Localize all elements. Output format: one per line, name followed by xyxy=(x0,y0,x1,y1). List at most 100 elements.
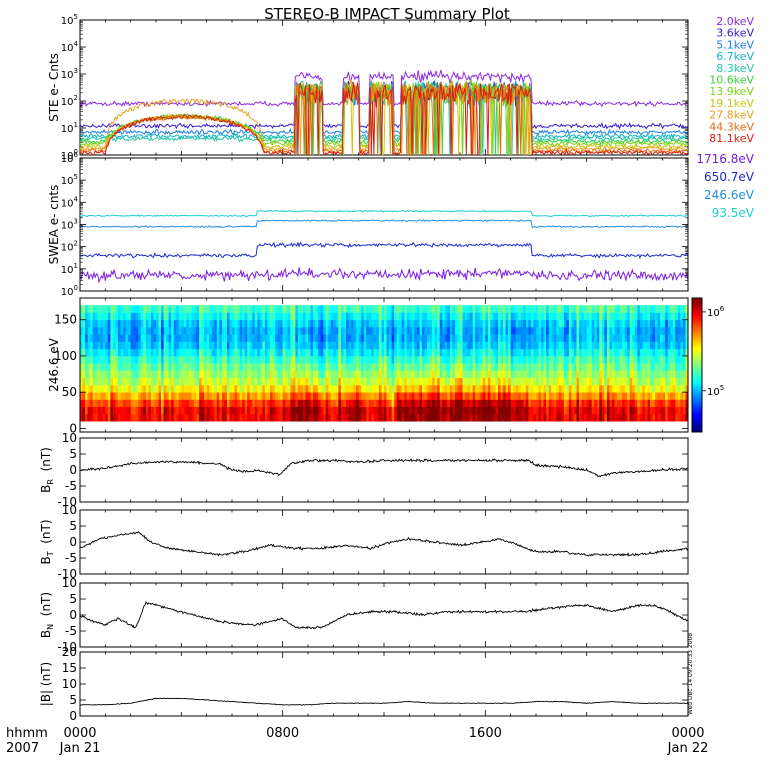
pad-cell xyxy=(239,319,243,328)
pad-cell xyxy=(571,392,575,400)
pad-cell xyxy=(259,406,263,415)
pad-cell xyxy=(384,334,387,342)
pad-cell xyxy=(548,384,552,393)
pad-cell xyxy=(209,370,213,378)
pad-cell xyxy=(584,305,587,313)
pad-cell xyxy=(495,341,499,350)
pad-cell xyxy=(226,406,230,415)
pad-cell xyxy=(328,341,332,350)
pad-cell xyxy=(216,355,220,364)
pad-cell xyxy=(234,327,238,335)
pad-cell xyxy=(85,377,88,386)
pad-cell xyxy=(123,384,126,393)
pad-cell xyxy=(158,319,162,328)
pad-cell xyxy=(356,384,359,393)
pad-cell xyxy=(591,319,595,328)
pad-cell xyxy=(416,399,420,407)
pad-cell xyxy=(310,327,314,335)
pad-cell xyxy=(670,392,674,400)
pad-cell xyxy=(201,334,205,342)
pad-cell xyxy=(434,312,438,321)
pad-cell xyxy=(619,334,623,342)
pad-cell xyxy=(594,399,598,407)
pad-cell xyxy=(591,406,595,415)
pad-cell xyxy=(80,355,83,364)
pad-cell xyxy=(386,406,390,415)
pad-cell xyxy=(254,312,258,321)
pad-cell xyxy=(465,355,468,364)
pad-cell xyxy=(199,370,202,378)
pad-cell xyxy=(594,348,598,357)
pad-cell xyxy=(680,327,684,335)
pad-cell xyxy=(389,392,392,400)
pad-cell xyxy=(340,312,344,321)
pad-cell xyxy=(82,355,86,364)
pad-cell xyxy=(627,406,631,415)
pad-cell xyxy=(563,355,567,364)
pad-cell xyxy=(300,355,304,364)
pad-cell xyxy=(100,348,104,357)
pad-cell xyxy=(652,312,656,321)
pad-cell xyxy=(546,370,549,378)
pad-cell xyxy=(487,334,491,342)
pad-cell xyxy=(650,327,653,335)
pad-cell xyxy=(454,370,458,378)
pad-cell xyxy=(315,305,319,313)
pad-cell xyxy=(465,370,468,378)
pad-cell xyxy=(318,348,321,357)
pad-cell xyxy=(614,370,618,378)
pad-cell xyxy=(282,334,286,342)
pad-cell xyxy=(330,334,334,342)
pad-cell xyxy=(292,334,296,342)
pad-cell xyxy=(158,406,162,415)
pad-cell xyxy=(287,370,291,378)
pad-cell xyxy=(642,334,646,342)
pad-cell xyxy=(201,327,205,335)
pad-cell xyxy=(363,355,367,364)
pad-cell xyxy=(670,399,674,407)
pad-cell xyxy=(655,305,658,313)
pad-cell xyxy=(340,399,344,407)
pad-cell xyxy=(439,370,443,378)
pad-cell xyxy=(442,363,446,371)
pad-cell xyxy=(264,312,268,321)
colorbar-cell xyxy=(692,376,702,379)
pad-cell xyxy=(665,392,669,400)
pad-cell xyxy=(252,334,256,342)
pad-cell xyxy=(115,348,119,357)
pad-cell xyxy=(533,327,537,335)
pad-cell xyxy=(566,319,570,328)
pad-cell xyxy=(563,406,567,415)
colorbar-cell xyxy=(692,318,702,321)
pad-cell xyxy=(591,392,595,400)
pad-cell xyxy=(675,392,679,400)
pad-cell xyxy=(219,305,223,313)
pad-cell xyxy=(657,384,661,393)
pad-cell xyxy=(282,370,286,378)
pad-cell xyxy=(156,370,159,378)
pad-cell xyxy=(209,327,213,335)
pad-cell xyxy=(589,327,593,335)
pad-cell xyxy=(181,312,185,321)
pad-cell xyxy=(624,406,628,415)
pad-cell xyxy=(378,377,382,386)
pad-cell xyxy=(670,413,674,422)
pad-cell xyxy=(224,312,228,321)
colorbar-cell xyxy=(692,373,702,377)
pad-cell xyxy=(214,305,218,313)
pad-cell xyxy=(543,355,547,364)
pad-cell xyxy=(381,341,385,350)
pad-cell xyxy=(244,377,248,386)
pad-cell xyxy=(652,363,656,371)
pad-cell xyxy=(546,413,549,422)
pad-cell xyxy=(538,384,542,393)
pad-cell xyxy=(191,392,195,400)
pad-cell xyxy=(123,370,126,378)
pad-cell xyxy=(234,305,238,313)
pad-cell xyxy=(533,406,537,415)
pad-cell xyxy=(574,312,577,321)
pad-cell xyxy=(660,384,663,393)
pad-cell xyxy=(82,370,86,378)
pad-cell xyxy=(90,319,93,328)
pad-cell xyxy=(211,312,215,321)
